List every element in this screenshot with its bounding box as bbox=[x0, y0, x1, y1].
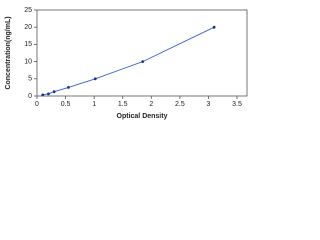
point bbox=[67, 86, 70, 89]
x-tick-label: 3.5 bbox=[232, 101, 242, 108]
y-tick-label: 0 bbox=[28, 93, 32, 100]
y-tick-label: 20 bbox=[24, 24, 32, 31]
x-tick-label: 3 bbox=[206, 101, 210, 108]
x-tick-label: 2.5 bbox=[175, 101, 185, 108]
x-tick-label: 1.5 bbox=[118, 101, 128, 108]
x-tick-label: 1 bbox=[92, 101, 96, 108]
x-tick-label: 0 bbox=[35, 101, 39, 108]
point bbox=[47, 92, 50, 96]
y-tick-label: 15 bbox=[24, 41, 32, 48]
y-tick-label: 25 bbox=[24, 7, 32, 14]
x-tick-label: 2 bbox=[149, 101, 153, 108]
y-tick-label: 5 bbox=[28, 76, 32, 83]
point bbox=[93, 77, 97, 81]
y-tick-label: 10 bbox=[24, 58, 32, 65]
chart: Optical Density Concentration(ng/mL) 0 5 1… bbox=[5, 7, 248, 120]
curve bbox=[42, 26, 215, 96]
point bbox=[212, 25, 216, 29]
x-tick-label: 0.5 bbox=[61, 101, 71, 108]
point bbox=[141, 60, 145, 63]
point bbox=[41, 93, 45, 97]
point bbox=[52, 90, 56, 94]
y-axis-title: Concentration(ng/mL) bbox=[5, 16, 12, 89]
plot-frame bbox=[36, 9, 248, 97]
x-axis-title: Optical Density bbox=[117, 113, 168, 120]
